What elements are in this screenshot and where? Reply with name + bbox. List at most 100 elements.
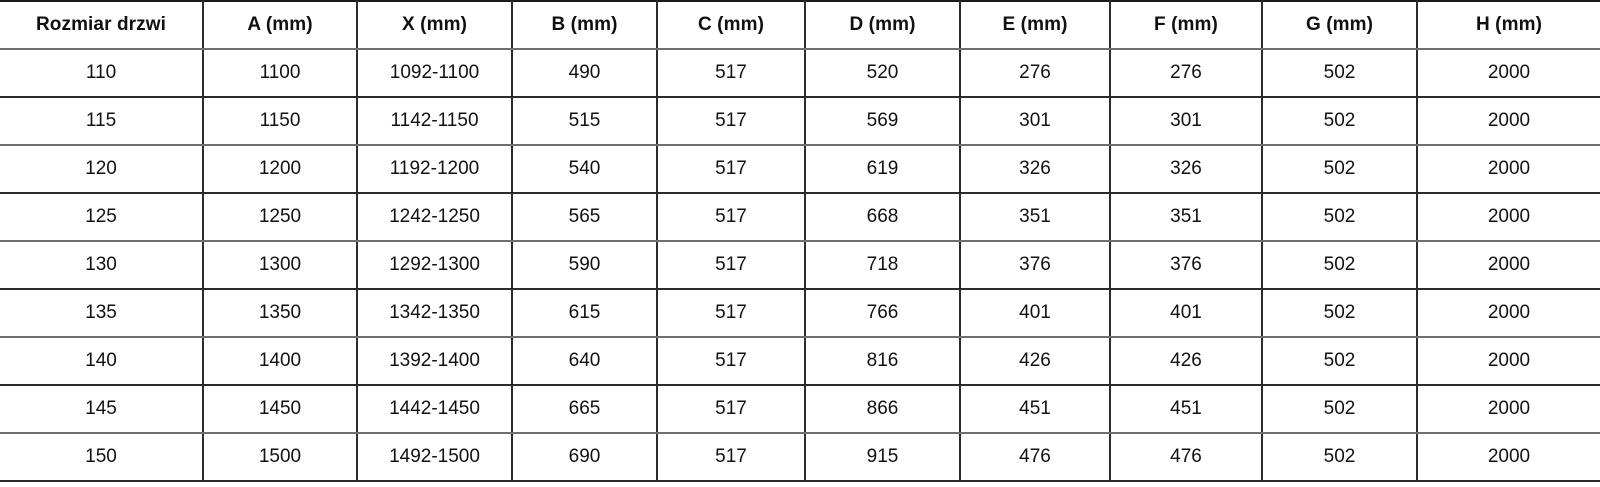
cell-e: 326 bbox=[960, 145, 1111, 194]
cell-d: 766 bbox=[805, 289, 961, 338]
table-header: Rozmiar drzwi A (mm) X (mm) B (mm) C (mm… bbox=[0, 0, 1600, 50]
cell-c: 517 bbox=[657, 433, 806, 482]
cell-g: 502 bbox=[1262, 97, 1418, 146]
cell-size: 130 bbox=[0, 241, 204, 290]
cell-f: 476 bbox=[1110, 433, 1263, 482]
table-header-row: Rozmiar drzwi A (mm) X (mm) B (mm) C (mm… bbox=[0, 0, 1600, 50]
table-row: 145 1450 1442-1450 665 517 866 451 451 5… bbox=[0, 385, 1600, 434]
column-header-h: H (mm) bbox=[1417, 0, 1600, 50]
cell-size: 140 bbox=[0, 337, 204, 386]
column-header-a: A (mm) bbox=[203, 0, 358, 50]
cell-a: 1400 bbox=[203, 337, 358, 386]
cell-x: 1242-1250 bbox=[357, 193, 513, 242]
cell-d: 668 bbox=[805, 193, 961, 242]
cell-x: 1192-1200 bbox=[357, 145, 513, 194]
cell-size: 110 bbox=[0, 49, 204, 98]
cell-d: 866 bbox=[805, 385, 961, 434]
column-header-rozmiar-drzwi: Rozmiar drzwi bbox=[0, 0, 204, 50]
cell-e: 351 bbox=[960, 193, 1111, 242]
cell-a: 1150 bbox=[203, 97, 358, 146]
cell-x: 1342-1350 bbox=[357, 289, 513, 338]
table-row: 140 1400 1392-1400 640 517 816 426 426 5… bbox=[0, 337, 1600, 386]
column-header-x: X (mm) bbox=[357, 0, 513, 50]
cell-g: 502 bbox=[1262, 145, 1418, 194]
cell-d: 718 bbox=[805, 241, 961, 290]
cell-h: 2000 bbox=[1417, 241, 1600, 290]
cell-size: 135 bbox=[0, 289, 204, 338]
column-header-g: G (mm) bbox=[1262, 0, 1418, 50]
cell-a: 1500 bbox=[203, 433, 358, 482]
cell-g: 502 bbox=[1262, 193, 1418, 242]
column-header-d: D (mm) bbox=[805, 0, 961, 50]
cell-a: 1450 bbox=[203, 385, 358, 434]
cell-f: 451 bbox=[1110, 385, 1263, 434]
cell-b: 490 bbox=[512, 49, 658, 98]
cell-d: 569 bbox=[805, 97, 961, 146]
cell-e: 301 bbox=[960, 97, 1111, 146]
cell-b: 665 bbox=[512, 385, 658, 434]
cell-h: 2000 bbox=[1417, 97, 1600, 146]
cell-e: 401 bbox=[960, 289, 1111, 338]
table-body: 110 1100 1092-1100 490 517 520 276 276 5… bbox=[0, 49, 1600, 482]
cell-b: 515 bbox=[512, 97, 658, 146]
cell-x: 1292-1300 bbox=[357, 241, 513, 290]
column-header-f: F (mm) bbox=[1110, 0, 1263, 50]
cell-f: 276 bbox=[1110, 49, 1263, 98]
cell-b: 615 bbox=[512, 289, 658, 338]
cell-f: 351 bbox=[1110, 193, 1263, 242]
cell-h: 2000 bbox=[1417, 433, 1600, 482]
cell-g: 502 bbox=[1262, 241, 1418, 290]
cell-a: 1300 bbox=[203, 241, 358, 290]
cell-f: 326 bbox=[1110, 145, 1263, 194]
column-header-c: C (mm) bbox=[657, 0, 806, 50]
cell-c: 517 bbox=[657, 193, 806, 242]
table-row: 150 1500 1492-1500 690 517 915 476 476 5… bbox=[0, 433, 1600, 482]
cell-e: 451 bbox=[960, 385, 1111, 434]
cell-d: 520 bbox=[805, 49, 961, 98]
cell-a: 1250 bbox=[203, 193, 358, 242]
cell-c: 517 bbox=[657, 337, 806, 386]
cell-x: 1392-1400 bbox=[357, 337, 513, 386]
table-row: 115 1150 1142-1150 515 517 569 301 301 5… bbox=[0, 97, 1600, 146]
cell-e: 426 bbox=[960, 337, 1111, 386]
cell-b: 565 bbox=[512, 193, 658, 242]
table-row: 120 1200 1192-1200 540 517 619 326 326 5… bbox=[0, 145, 1600, 194]
cell-h: 2000 bbox=[1417, 385, 1600, 434]
cell-b: 640 bbox=[512, 337, 658, 386]
cell-x: 1442-1450 bbox=[357, 385, 513, 434]
cell-c: 517 bbox=[657, 385, 806, 434]
cell-h: 2000 bbox=[1417, 49, 1600, 98]
cell-d: 915 bbox=[805, 433, 961, 482]
cell-d: 816 bbox=[805, 337, 961, 386]
cell-a: 1200 bbox=[203, 145, 358, 194]
cell-g: 502 bbox=[1262, 433, 1418, 482]
cell-b: 690 bbox=[512, 433, 658, 482]
cell-size: 115 bbox=[0, 97, 204, 146]
cell-h: 2000 bbox=[1417, 289, 1600, 338]
cell-c: 517 bbox=[657, 289, 806, 338]
cell-x: 1492-1500 bbox=[357, 433, 513, 482]
cell-g: 502 bbox=[1262, 289, 1418, 338]
cell-c: 517 bbox=[657, 49, 806, 98]
table-row: 130 1300 1292-1300 590 517 718 376 376 5… bbox=[0, 241, 1600, 290]
cell-size: 125 bbox=[0, 193, 204, 242]
cell-a: 1350 bbox=[203, 289, 358, 338]
cell-g: 502 bbox=[1262, 385, 1418, 434]
cell-e: 476 bbox=[960, 433, 1111, 482]
cell-g: 502 bbox=[1262, 49, 1418, 98]
cell-c: 517 bbox=[657, 145, 806, 194]
table-row: 135 1350 1342-1350 615 517 766 401 401 5… bbox=[0, 289, 1600, 338]
cell-d: 619 bbox=[805, 145, 961, 194]
cell-size: 150 bbox=[0, 433, 204, 482]
cell-x: 1092-1100 bbox=[357, 49, 513, 98]
cell-f: 301 bbox=[1110, 97, 1263, 146]
column-header-b: B (mm) bbox=[512, 0, 658, 50]
cell-a: 1100 bbox=[203, 49, 358, 98]
cell-h: 2000 bbox=[1417, 193, 1600, 242]
cell-x: 1142-1150 bbox=[357, 97, 513, 146]
cell-c: 517 bbox=[657, 241, 806, 290]
cell-b: 540 bbox=[512, 145, 658, 194]
cell-h: 2000 bbox=[1417, 145, 1600, 194]
